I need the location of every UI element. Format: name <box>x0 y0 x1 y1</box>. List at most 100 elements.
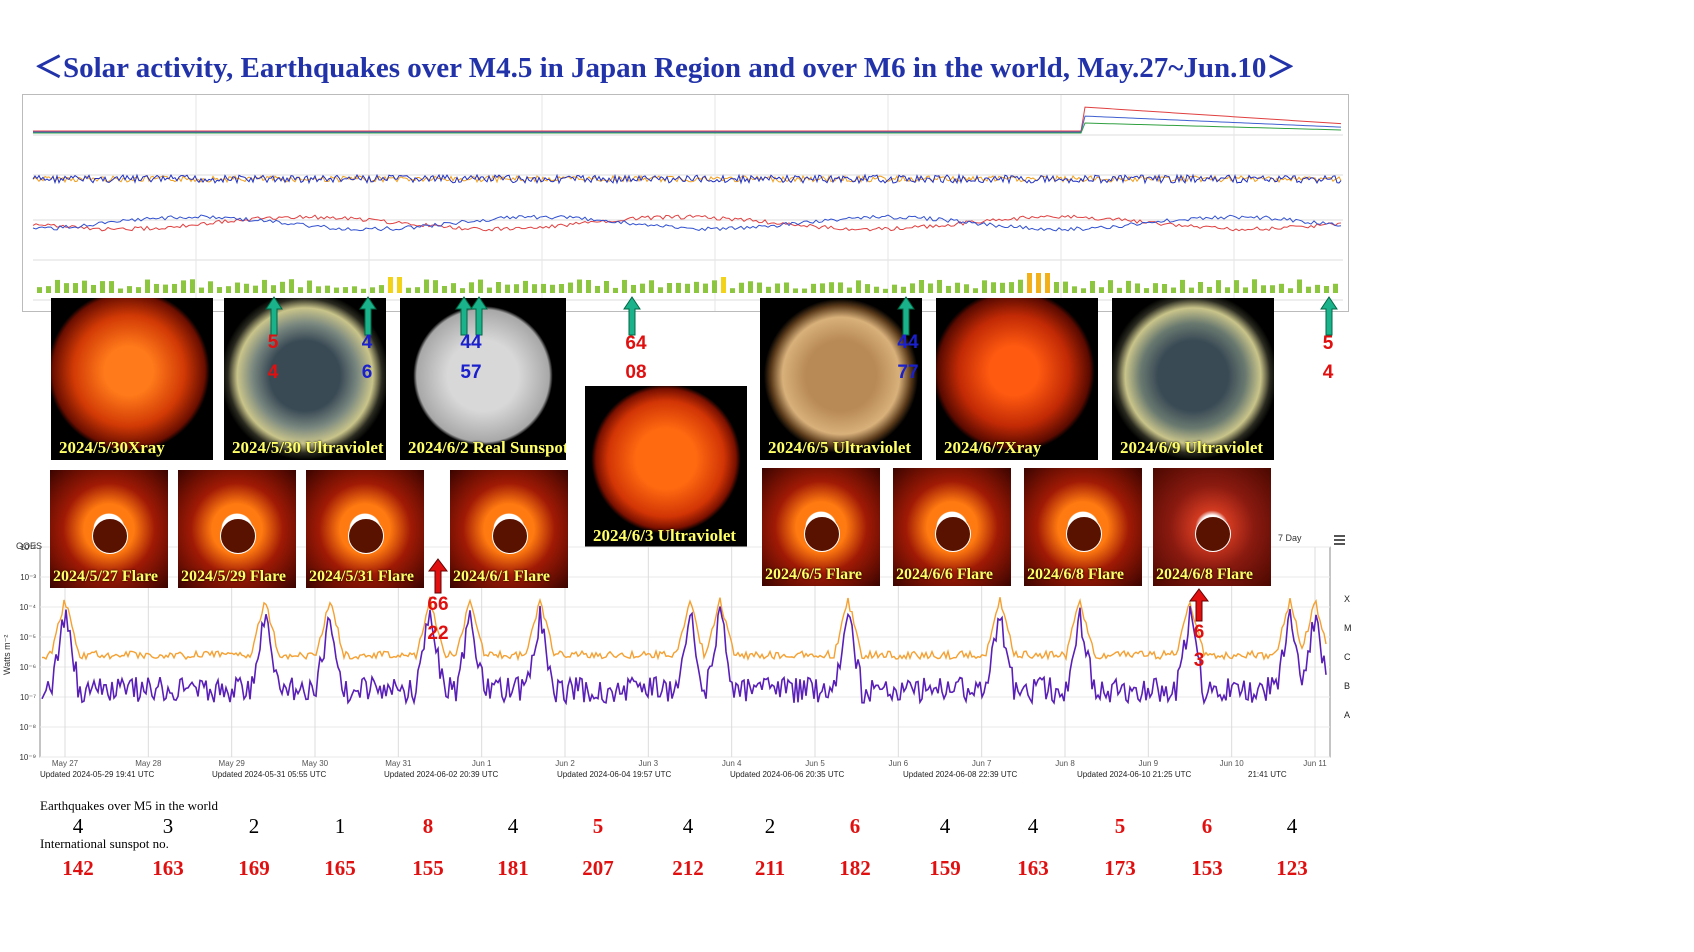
flare-caption: 2024/6/5 Flare <box>765 566 863 583</box>
x-tick-label: May 30 <box>302 759 329 768</box>
updated-label: Updated 2024-06-02 20:39 UTC <box>384 770 499 779</box>
goes-xray-plot: 10⁻² 10⁻³ 10⁻⁴ 10⁻⁵ 10⁻⁶ 10⁻⁷ 10⁻⁸ 10⁻⁹ X M C B A Wat… <box>2 533 1352 779</box>
sunspot-number: 159 <box>929 856 961 880</box>
flare-caption: 2024/6/8 Flare <box>1156 566 1254 583</box>
updated-label: Updated 2024-06-08 22:39 UTC <box>903 770 1018 779</box>
magnitude-bottom: 6 <box>361 362 373 383</box>
x-tick-label: Jun 8 <box>1055 759 1075 768</box>
page-title: ＜Solar activity, Earthquakes over M4.5 i… <box>34 52 1296 84</box>
sun-image-7: 2024/6/9 Ultraviolet <box>1112 298 1274 460</box>
x-tick-label: May 28 <box>135 759 162 768</box>
sun-image-caption: 2024/6/9 Ultraviolet <box>1120 438 1264 457</box>
sunspot-number: 123 <box>1276 856 1308 880</box>
y-tick-label: 10⁻⁸ <box>20 723 37 732</box>
flare-class-label: B <box>1344 681 1350 691</box>
earthquake-count: 4 <box>939 814 951 838</box>
sun-image-caption: 2024/6/7Xray <box>944 438 1042 457</box>
y-tick-label: 10⁻⁹ <box>19 753 36 762</box>
sunspot-number: 212 <box>672 856 704 880</box>
sunspot-number: 163 <box>152 856 184 880</box>
earthquake-count: 2 <box>764 814 776 838</box>
space-weather-panel <box>22 94 1349 312</box>
y-tick-label: 10⁻⁴ <box>19 603 36 612</box>
flare-image-3: 2024/5/31 Flare <box>306 470 424 588</box>
earthquake-count: 4 <box>507 814 519 838</box>
updated-label: Updated 2024-06-04 19:57 UTC <box>557 770 672 779</box>
flare-image-6: 2024/6/6 Flare <box>893 468 1011 586</box>
sunspot-number: 142 <box>62 856 94 880</box>
flare-caption: 2024/6/1 Flare <box>453 568 551 585</box>
sun-image-caption: 2024/5/30Xray <box>59 438 165 457</box>
arrow-up-icon <box>359 296 377 336</box>
earthquake-count: 8 <box>422 814 434 838</box>
x-tick-label: Jun 1 <box>472 759 492 768</box>
sun-image-caption: 2024/6/3 Ultraviolet <box>593 526 737 545</box>
y-tick-label: 10⁻⁶ <box>20 663 36 672</box>
earthquake-count: 2 <box>248 814 260 838</box>
magnitude-bottom: 4 <box>267 362 279 383</box>
magnitude-top: 66 <box>427 594 449 615</box>
earthquake-count: 6 <box>849 814 861 838</box>
flare-caption: 2024/6/8 Flare <box>1027 566 1125 583</box>
sun-image-caption: 2024/5/30 Ultraviolet <box>232 438 384 457</box>
sun-image-5: 2024/6/5 Ultraviolet <box>760 298 922 460</box>
flare-image-7: 2024/6/8 Flare <box>1024 468 1142 586</box>
flare-class-label: C <box>1344 652 1351 662</box>
sunspot-number: 155 <box>412 856 444 880</box>
magnitude-top: 5 <box>267 332 279 353</box>
x-tick-label: Jun 11 <box>1303 759 1327 768</box>
arrow-up-icon <box>897 296 915 336</box>
arrow-up-icon <box>428 558 448 594</box>
goes-corner-label: GOES <box>16 541 42 551</box>
sun-image-2: 2024/5/30 Ultraviolet <box>224 298 386 460</box>
period-label: 7 Day <box>1278 533 1302 543</box>
arrow-up-icon <box>623 296 641 336</box>
hamburger-icon[interactable] <box>1334 535 1345 545</box>
sunspot-number: 182 <box>839 856 871 880</box>
magnitude-bottom: 4 <box>1322 362 1334 383</box>
x-tick-label: Jun 10 <box>1220 759 1245 768</box>
y-tick-label: 10⁻⁷ <box>20 693 36 702</box>
updated-label: Updated 2024-06-06 20:35 UTC <box>730 770 845 779</box>
flare-caption: 2024/5/31 Flare <box>309 568 415 585</box>
flare-class-label: X <box>1344 594 1350 604</box>
earthquakes-label: Earthquakes over M5 in the world <box>40 798 218 813</box>
sunspot-number: 163 <box>1017 856 1049 880</box>
goes-xray-chart: 10⁻² 10⁻³ 10⁻⁴ 10⁻⁵ 10⁻⁶ 10⁻⁷ 10⁻⁸ 10⁻⁹ X M C B A Wat… <box>0 525 1360 780</box>
sun-image-4: 2024/6/3 Ultraviolet <box>585 386 747 548</box>
earthquake-count: 6 <box>1201 814 1213 838</box>
sun-image-caption: 2024/6/2 Real Sunspot <box>408 438 566 457</box>
y-tick-label: 10⁻³ <box>20 573 36 582</box>
arrow-up-icon <box>265 296 283 336</box>
x-tick-label: Jun 5 <box>805 759 825 768</box>
magnitude-top: 44 <box>460 332 482 353</box>
arrow-up-icon <box>1320 296 1338 336</box>
sunspot-label: International sunspot no. <box>40 836 169 851</box>
x-tick-label: May 31 <box>385 759 412 768</box>
flare-image-8: 2024/6/8 Flare <box>1153 468 1271 586</box>
sunspot-number: 207 <box>582 856 614 880</box>
magnitude-top: 4 <box>361 332 373 353</box>
flare-image-2: 2024/5/29 Flare <box>178 470 296 588</box>
flare-image-4: 2024/6/1 Flare <box>450 470 568 588</box>
magnitude-bottom: 3 <box>1193 650 1205 671</box>
arrow-up-icon <box>470 296 488 336</box>
flare-caption: 2024/6/6 Flare <box>896 566 994 583</box>
x-tick-label: Jun 4 <box>722 759 742 768</box>
x-tick-label: Jun 3 <box>639 759 659 768</box>
magnitude-top: 5 <box>1322 333 1334 354</box>
earthquake-count: 1 <box>334 814 346 838</box>
sunspot-number: 169 <box>238 856 270 880</box>
earthquake-count: 5 <box>592 814 604 838</box>
updated-label: Updated 2024-05-29 19:41 UTC <box>40 770 155 779</box>
updated-label: Updated 2024-05-31 05:55 UTC <box>212 770 327 779</box>
sunspot-number: 153 <box>1191 856 1223 880</box>
flare-caption: 2024/5/27 Flare <box>53 568 159 585</box>
flare-class-label: M <box>1344 623 1352 633</box>
x-tick-label: Jun 2 <box>555 759 575 768</box>
sun-image-caption: 2024/6/5 Ultraviolet <box>768 438 912 457</box>
x-tick-label: May 27 <box>52 759 79 768</box>
flare-image-1: 2024/5/27 Flare <box>50 470 168 588</box>
earthquake-count: 4 <box>682 814 694 838</box>
earthquake-count: 4 <box>1286 814 1298 838</box>
